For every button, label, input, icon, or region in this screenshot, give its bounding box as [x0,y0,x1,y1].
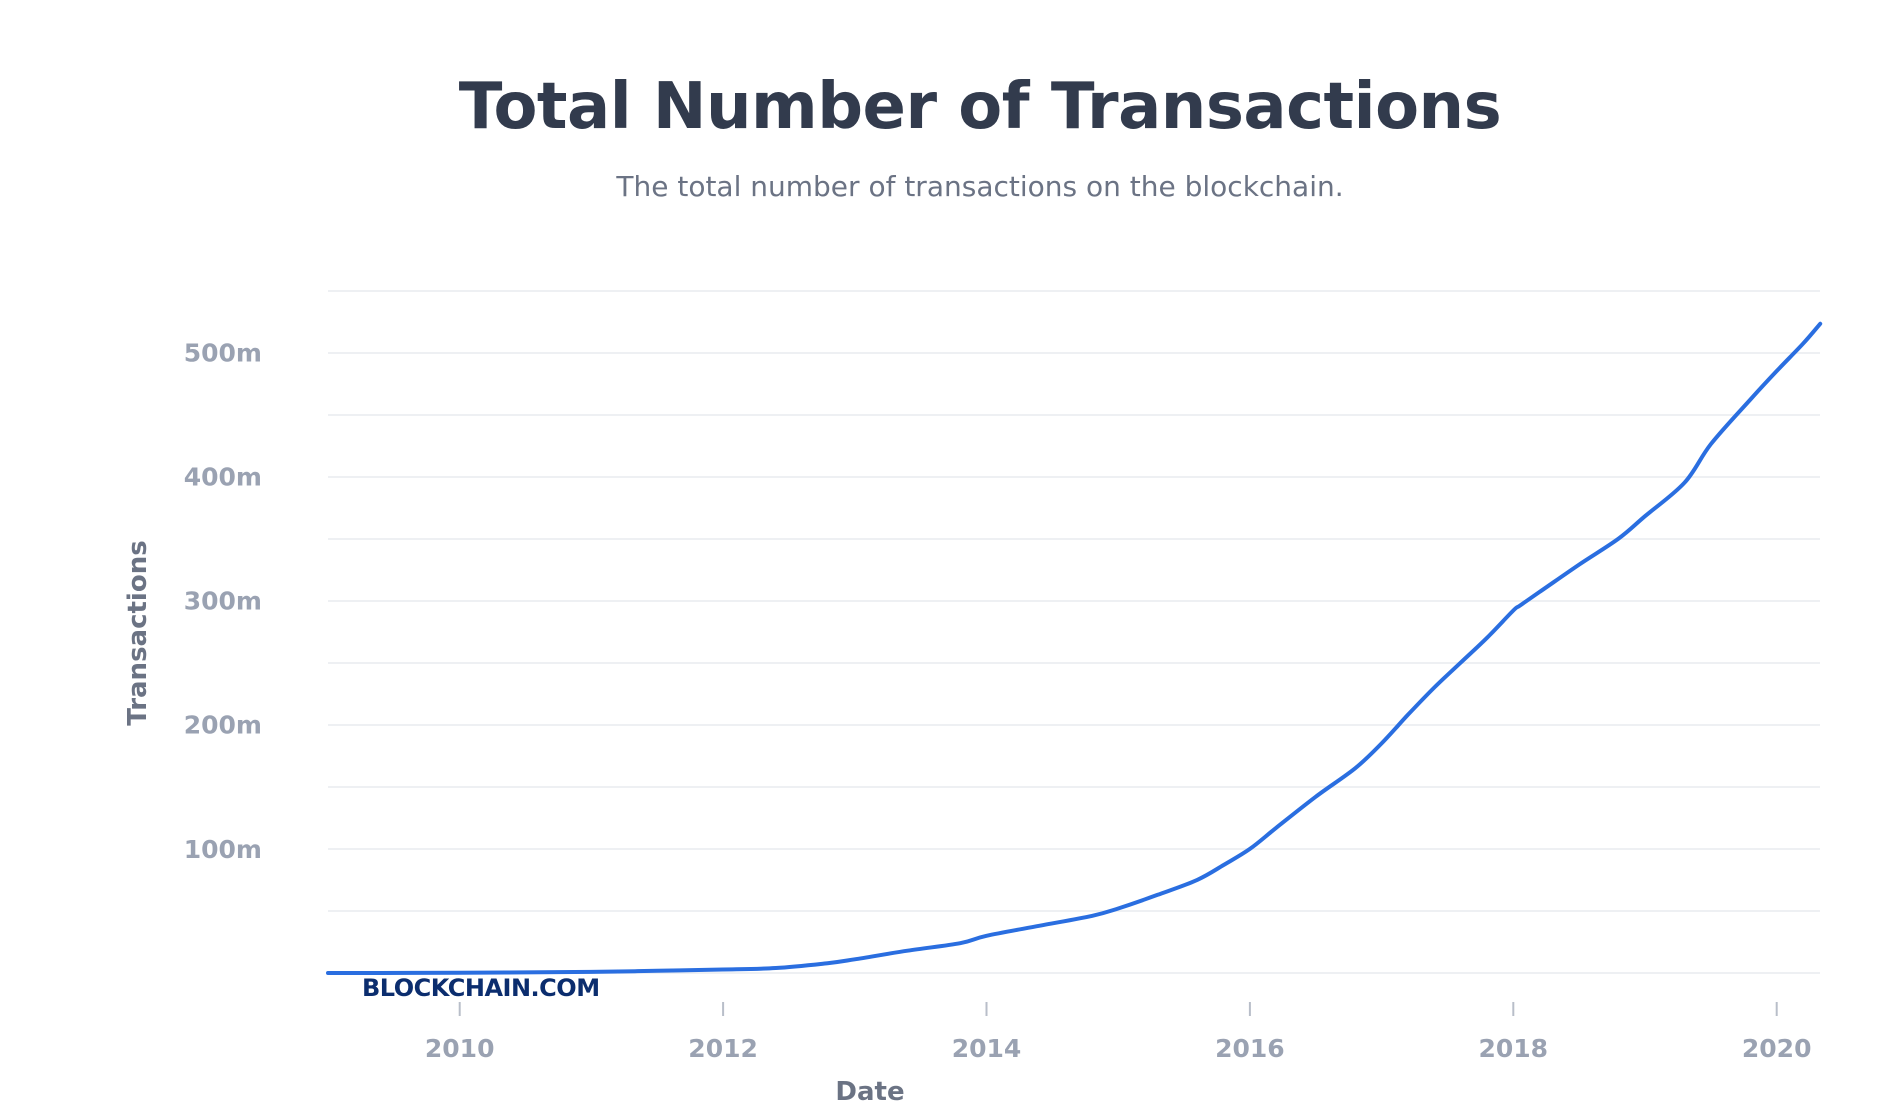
y-tick-label: 100m [184,835,262,864]
x-tick-label: 2012 [688,1034,758,1063]
x-axis-ticks: 2010 2012 2014 2016 2018 2020 [425,1002,1812,1063]
y-axis-ticks: 100m 200m 300m 400m 500m [184,338,262,864]
x-tick-label: 2014 [952,1034,1022,1063]
blockchain-watermark: BLOCKCHAIN.COM [362,974,600,1002]
gridlines [328,290,1820,974]
y-tick-label: 400m [184,462,262,491]
chart-subtitle: The total number of transactions on the … [616,170,1344,203]
x-axis-title: Date [835,1077,904,1102]
x-tick-label: 2020 [1742,1034,1812,1063]
x-tick-label: 2010 [425,1034,495,1063]
x-tick-label: 2018 [1479,1034,1549,1063]
y-axis-title: Transactions [123,540,153,725]
y-tick-label: 500m [184,338,262,367]
x-tick-label: 2016 [1215,1034,1285,1063]
y-tick-label: 300m [184,587,262,616]
chart-title: Total Number of Transactions [458,70,1502,144]
y-tick-label: 200m [184,711,262,740]
transactions-series-line [326,321,1823,975]
